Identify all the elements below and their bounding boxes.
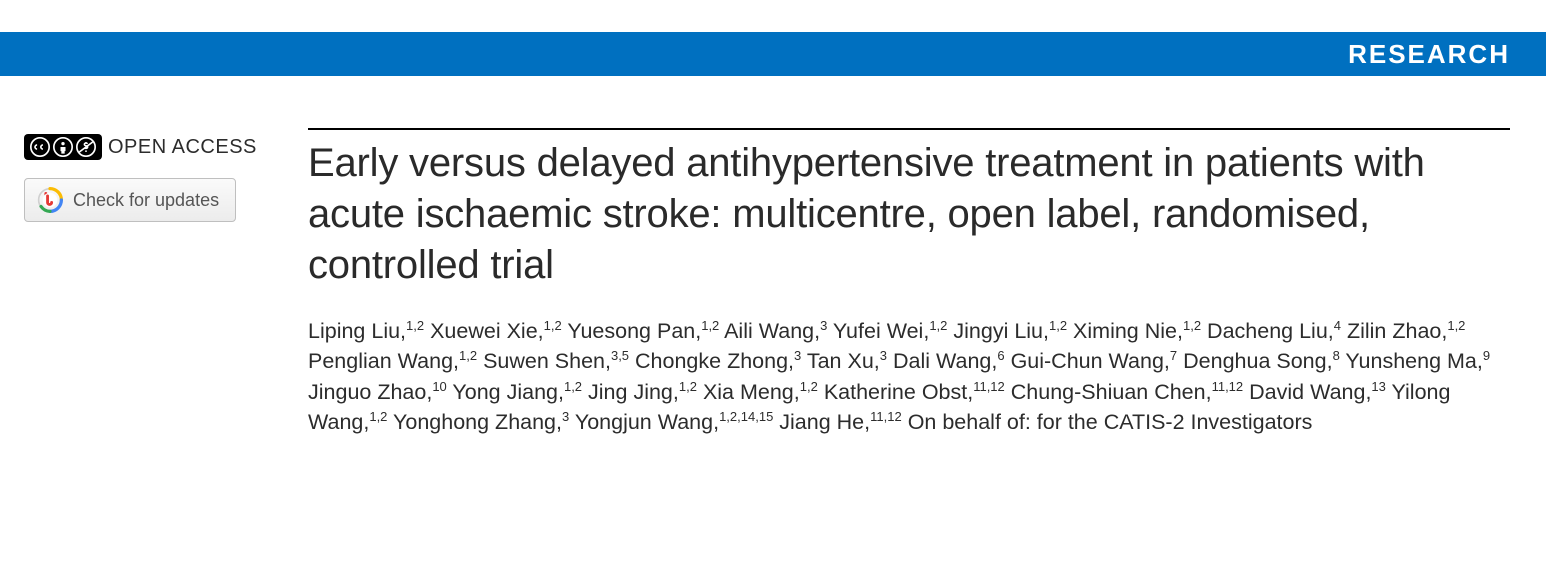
affiliation-superscript: 1,2 [564,378,582,393]
affiliation-superscript: 3 [820,317,827,332]
by-icon [53,137,73,157]
affiliation-superscript: 4 [1334,317,1341,332]
section-header-bar: RESEARCH [0,32,1546,76]
affiliation-superscript: 6 [997,348,1004,363]
affiliation-superscript: 1,2 [369,409,387,424]
crossmark-icon [37,187,63,213]
cc-license-badge [24,134,102,160]
affiliation-superscript: 10 [432,378,446,393]
affiliation-superscript: 1,2 [406,317,424,332]
affiliation-superscript: 1,2 [800,378,818,393]
article-header: Early versus delayed antihypertensive tr… [296,128,1522,438]
affiliation-superscript: 1,2 [544,317,562,332]
open-access-label: OPEN ACCESS [108,136,257,159]
affiliation-superscript: 1,2 [1447,317,1465,332]
affiliation-superscript: 1,2 [1049,317,1067,332]
sidebar: OPEN ACCESS Check for updates [24,128,296,438]
affiliation-superscript: 1,2,14,15 [719,409,773,424]
affiliation-superscript: 1,2 [1183,317,1201,332]
article-title: Early versus delayed antihypertensive tr… [308,138,1510,292]
affiliation-superscript: 3,5 [611,348,629,363]
title-rule [308,128,1510,130]
affiliation-superscript: 1,2 [459,348,477,363]
affiliation-superscript: 1,2 [929,317,947,332]
affiliation-superscript: 3 [880,348,887,363]
affiliation-superscript: 11,12 [1212,378,1244,393]
section-label: RESEARCH [1348,39,1510,70]
affiliation-superscript: 1,2 [701,317,719,332]
nc-icon [76,137,96,157]
affiliation-superscript: 3 [794,348,801,363]
page-body: OPEN ACCESS Check for updates Early vers… [0,76,1546,458]
affiliation-superscript: 3 [562,409,569,424]
affiliation-superscript: 11,12 [973,378,1005,393]
affiliation-superscript: 13 [1371,378,1385,393]
affiliation-superscript: 7 [1170,348,1177,363]
affiliation-superscript: 8 [1333,348,1340,363]
author-list: Liping Liu,1,2 Xuewei Xie,1,2 Yuesong Pa… [308,316,1510,438]
affiliation-superscript: 1,2 [679,378,697,393]
cc-icon [30,137,50,157]
check-updates-label: Check for updates [73,190,219,211]
affiliation-superscript: 9 [1483,348,1490,363]
check-updates-button[interactable]: Check for updates [24,178,236,222]
open-access-row: OPEN ACCESS [24,134,296,160]
affiliation-superscript: 11,12 [870,409,902,424]
